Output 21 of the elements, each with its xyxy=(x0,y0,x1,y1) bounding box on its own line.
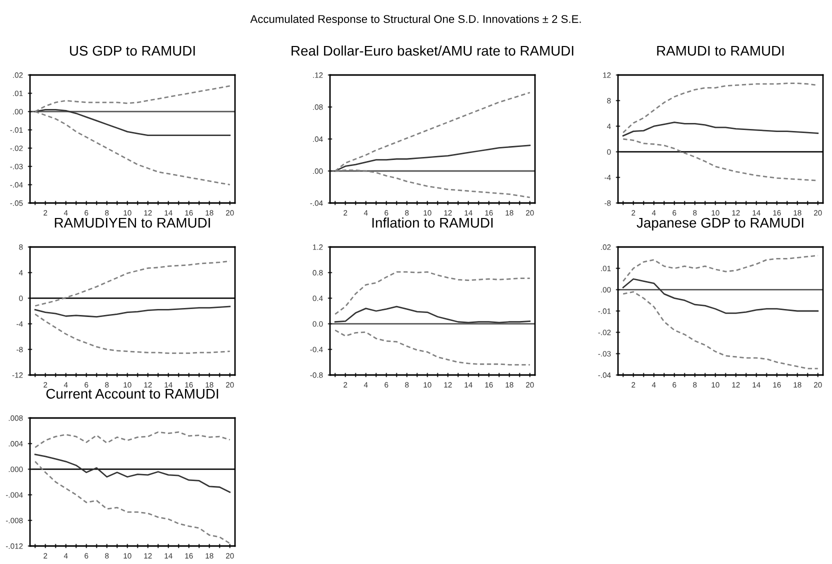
chart-title: US GDP to RAMUDI xyxy=(70,46,195,56)
line-series xyxy=(334,330,531,366)
line-series xyxy=(334,271,531,315)
text: Accumulated Response to Structural One S.D. Innovations ± 2 S.E. xyxy=(250,14,581,26)
line-series xyxy=(334,306,531,324)
line-series xyxy=(34,260,231,307)
chart-title: Japanese GDP to RAMUDI xyxy=(636,218,804,230)
line-series xyxy=(34,431,231,448)
chart-title: Current Account to RAMUDI xyxy=(46,388,218,399)
line-series xyxy=(622,291,819,370)
chart-title: RAMUDI to RAMUDI xyxy=(657,46,784,56)
chart-title: Real Dollar-Euro basket/AMU rate to RAMUDI xyxy=(292,45,574,56)
line-series xyxy=(622,254,819,282)
line-series xyxy=(34,454,231,493)
chart-title: RAMUDIYEN to RAMUDI xyxy=(54,218,210,228)
line-series xyxy=(622,122,819,136)
line-series xyxy=(34,314,231,354)
line-series xyxy=(34,460,231,544)
line-series xyxy=(34,306,231,318)
line-series xyxy=(622,278,819,314)
chart-title: Inflation to RAMUDI xyxy=(372,217,493,228)
